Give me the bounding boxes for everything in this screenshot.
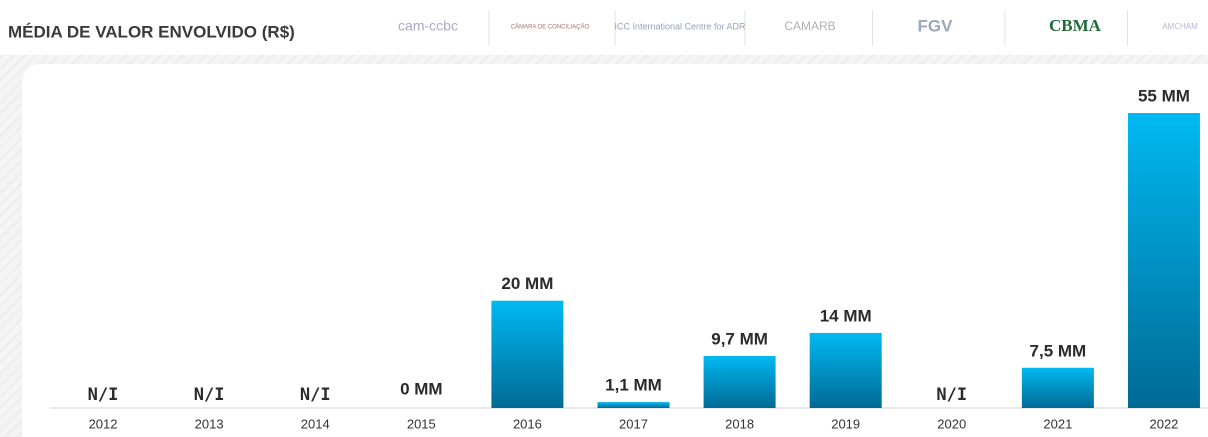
bar	[597, 402, 670, 408]
bar	[1127, 113, 1200, 408]
value-label: 55 MM	[1138, 86, 1190, 105]
bar	[703, 355, 776, 408]
x-tick-label: 2015	[407, 416, 436, 431]
value-label: N/I	[936, 385, 967, 405]
x-tick-label: 2019	[831, 416, 860, 431]
value-label: 7,5 MM	[1030, 341, 1087, 360]
value-label: N/I	[194, 385, 225, 405]
x-tick-label: 2017	[619, 416, 648, 431]
value-label: 20 MM	[501, 274, 553, 293]
logo: cam-ccbc	[398, 18, 458, 34]
bar	[1021, 367, 1094, 408]
value-label: 0 MM	[400, 379, 443, 398]
x-tick-label: 2021	[1043, 416, 1072, 431]
value-label: N/I	[88, 385, 119, 405]
x-tick-label: 2022	[1149, 416, 1178, 431]
x-tick-label: 2014	[301, 416, 330, 431]
logo: ICC International Centre for ADR	[614, 21, 746, 31]
logo: AMCHAM	[1162, 22, 1198, 31]
x-tick-label: 2020	[937, 416, 966, 431]
x-tick-label: 2016	[513, 416, 542, 431]
logos: cam-ccbc CÂMARA DE CONCILIAÇÃO ICC Interna…	[398, 10, 1198, 46]
value-label: N/I	[300, 385, 331, 405]
x-tick-label: 2013	[195, 416, 224, 431]
bar	[809, 332, 882, 408]
chart-title: MÉDIA DE VALOR ENVOLVIDO (R$)	[8, 22, 295, 41]
header	[0, 0, 1208, 55]
card	[22, 64, 1208, 437]
value-label: 14 MM	[820, 306, 872, 325]
logo: CAMARB	[784, 19, 835, 33]
logo: CÂMARA DE CONCILIAÇÃO	[511, 24, 590, 31]
logo: CBMA	[1049, 16, 1102, 35]
logo: FGV	[918, 16, 954, 35]
x-tick-label: 2012	[89, 416, 118, 431]
value-label: 9,7 MM	[711, 329, 768, 348]
bar	[491, 300, 564, 408]
value-label: 1,1 MM	[605, 376, 662, 395]
x-tick-label: 2018	[725, 416, 754, 431]
